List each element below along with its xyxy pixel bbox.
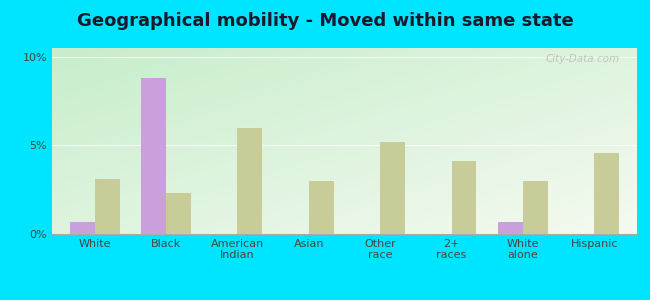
Bar	[594, 152, 619, 234]
Bar	[452, 161, 476, 234]
Bar	[141, 78, 166, 234]
Bar	[95, 179, 120, 234]
Bar	[523, 181, 548, 234]
Bar	[166, 193, 191, 234]
Bar	[498, 222, 523, 234]
Text: City-Data.com: City-Data.com	[545, 54, 619, 64]
Bar	[237, 128, 263, 234]
Text: Geographical mobility - Moved within same state: Geographical mobility - Moved within sam…	[77, 12, 573, 30]
Bar	[380, 142, 405, 234]
Bar	[309, 181, 334, 234]
Bar	[70, 222, 95, 234]
